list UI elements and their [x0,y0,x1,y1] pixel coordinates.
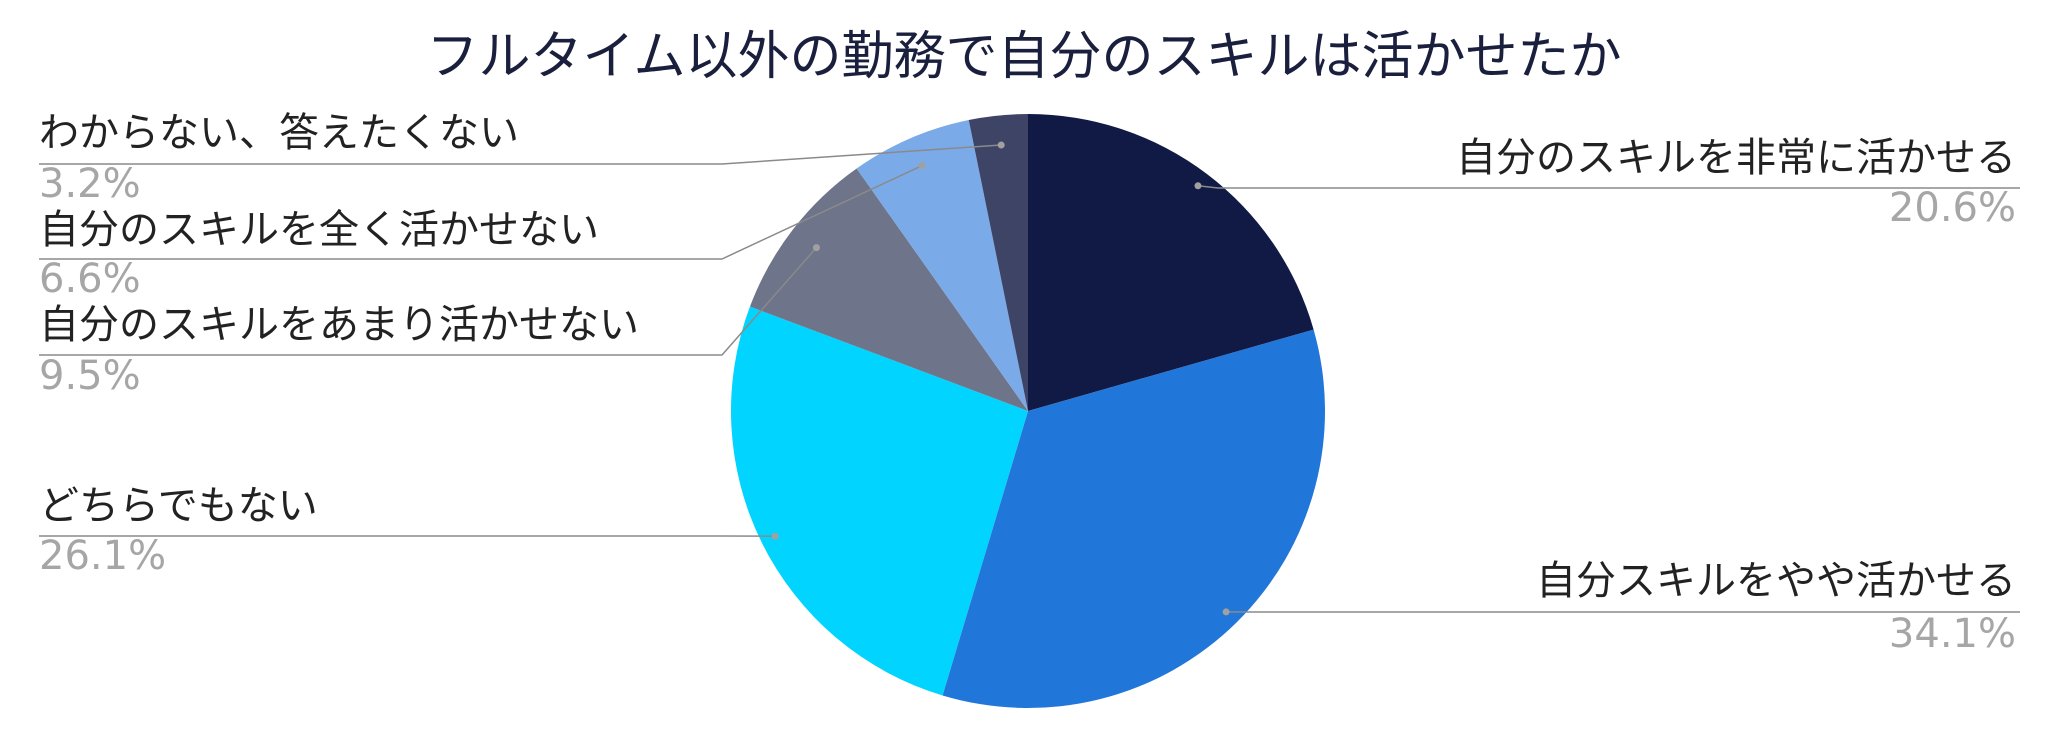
leader-line [39,144,1002,165]
leader-line [39,164,923,260]
pie-slice [749,168,1028,411]
leader-dot [771,532,779,540]
category-label: 自分のスキルを全く活かせない [39,207,599,253]
leader-dot [1222,608,1230,616]
category-label: わからない、答えたくない [39,110,519,156]
leader-dot [812,244,820,252]
pie-slice [942,329,1326,709]
leader-dot [1194,182,1202,190]
category-label: 自分のスキルをあまり活かせない [39,302,639,348]
value-label: 20.6% [1889,185,2016,231]
leader-dot [997,141,1005,149]
category-label: 自分スキルをやや活かせる [1536,558,2016,604]
leader-line [39,247,817,356]
value-label: 3.2% [39,161,141,207]
value-label: 9.5% [39,353,141,399]
category-label: 自分のスキルを非常に活かせる [1456,135,2016,181]
leader-dot [918,162,926,170]
category-label: どちらでもない [39,483,318,529]
pie-slice [1028,114,1314,411]
pie-slice [731,306,1028,696]
leader-line [1197,185,2020,189]
value-label: 6.6% [39,256,141,302]
chart-title: フルタイム以外の勤務で自分のスキルは活かせたか [427,27,1622,87]
value-label: 26.1% [39,533,166,579]
pie-slice [968,114,1028,411]
pie-slice [856,119,1028,412]
value-label: 34.1% [1889,611,2016,657]
